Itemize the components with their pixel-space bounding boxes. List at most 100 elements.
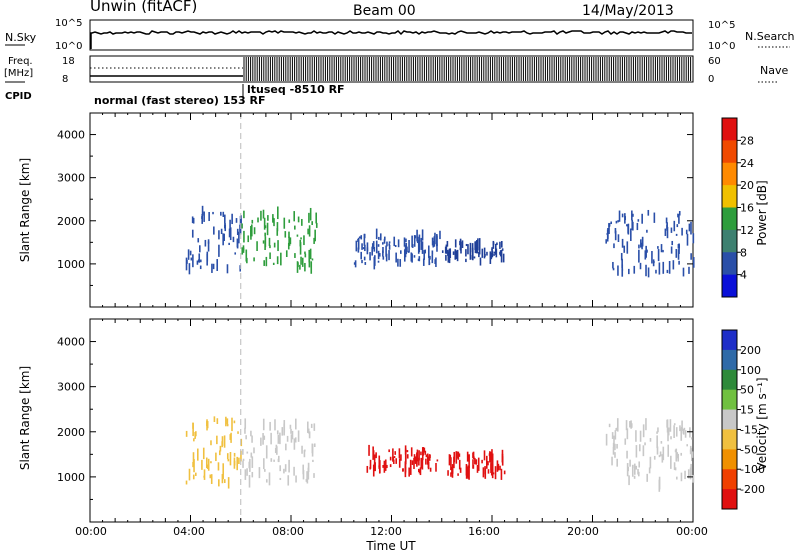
velocity-data-mark <box>194 431 196 439</box>
velocity-colorbar-frame <box>721 329 738 510</box>
velocity-data-mark <box>389 464 392 468</box>
power-data-mark <box>378 253 381 257</box>
velocity-data-mark <box>372 464 375 477</box>
power-axes: 1000 2000 3000 4000 <box>57 113 694 307</box>
velocity-data-mark <box>245 435 247 440</box>
power-data-mark <box>263 217 266 230</box>
power-data-mark <box>416 229 418 242</box>
power-data-mark <box>266 222 269 236</box>
power-data-mark <box>250 225 252 237</box>
velocity-data-mark <box>307 462 310 473</box>
velocity-data-mark <box>192 461 194 468</box>
velocity-data-mark <box>219 445 222 452</box>
velocity-data-mark <box>216 435 218 445</box>
velocity-data-mark <box>295 418 297 430</box>
velocity-data-mark <box>673 462 676 470</box>
power-data-mark <box>423 250 426 260</box>
velocity-ytick-label: 2000 <box>57 426 85 439</box>
velocity-colorbar-tick-label: -15 <box>740 423 758 436</box>
power-data-mark <box>618 210 621 222</box>
power-data-mark <box>189 250 192 256</box>
velocity-data-mark <box>270 432 272 445</box>
velocity-data-mark <box>287 475 290 486</box>
velocity-data-mark <box>313 423 316 431</box>
velocity-data-mark <box>418 450 420 461</box>
power-data-mark <box>473 256 476 259</box>
power-data-mark <box>388 244 391 250</box>
power-data-mark <box>444 246 447 254</box>
velocity-data-mark <box>451 468 454 478</box>
power-data-mark <box>223 233 225 241</box>
velocity-data-mark <box>382 464 384 468</box>
freq-label-line1: Freq. <box>8 56 33 67</box>
power-data-mark <box>208 211 210 222</box>
power-data-mark <box>222 211 225 217</box>
power-data-mark <box>614 230 617 241</box>
power-data-mark <box>264 236 267 248</box>
velocity-data-mark <box>635 445 638 458</box>
velocity-data-mark <box>457 473 459 476</box>
power-data-mark <box>185 257 188 271</box>
nsearch-tick-top: 10^5 <box>708 20 735 31</box>
velocity-data-mark <box>411 460 414 465</box>
power-data-mark <box>226 264 229 274</box>
velocity-colorbar-segment <box>722 429 737 450</box>
velocity-data-mark <box>614 443 616 451</box>
power-data-mark <box>424 249 427 254</box>
power-data-mark <box>224 214 226 224</box>
power-data-mark <box>623 245 626 253</box>
power-data-mark <box>272 262 275 265</box>
velocity-data-mark <box>230 432 232 443</box>
power-data-mark <box>608 222 610 235</box>
power-data-mark <box>670 246 673 254</box>
power-data-mark <box>621 238 624 248</box>
power-data-mark <box>251 219 254 224</box>
velocity-data-mark <box>656 435 658 449</box>
velocity-data-mark <box>240 450 242 462</box>
power-colorbar-segment <box>722 140 737 164</box>
velocity-data-mark <box>248 475 251 488</box>
nsky-tick-bottom: 10^0 <box>55 41 82 52</box>
velocity-data-mark <box>421 459 424 470</box>
velocity-data-mark <box>373 454 376 466</box>
power-data-mark <box>218 244 220 257</box>
power-data-mark <box>666 226 669 239</box>
velocity-data-mark <box>436 459 439 462</box>
nsky-label: N.Sky <box>5 31 37 44</box>
velocity-ylabel: Slant Range [km] <box>18 366 32 470</box>
power-data-mark <box>207 239 210 252</box>
power-data-mark <box>395 252 397 263</box>
power-data-mark <box>294 225 296 230</box>
power-data-mark <box>360 251 363 260</box>
freq-label-line2: [MHz] <box>4 68 33 79</box>
velocity-data-mark <box>240 438 243 447</box>
velocity-data-mark <box>246 451 249 454</box>
power-data-mark <box>276 228 279 236</box>
power-data-mark <box>493 251 496 254</box>
nave-tick-top: 60 <box>708 56 721 67</box>
power-data-mark <box>388 243 391 246</box>
power-data-mark <box>469 242 472 256</box>
velocity-data-mark <box>453 451 456 463</box>
power-data-mark <box>236 228 239 236</box>
power-data-mark <box>296 261 299 273</box>
power-data-mark <box>478 247 481 255</box>
power-data-mark <box>641 236 644 247</box>
power-data-mark <box>186 259 188 264</box>
velocity-data-mark <box>251 456 254 468</box>
velocity-data-mark <box>277 458 280 462</box>
power-data-mark <box>615 220 618 224</box>
velocity-data-mark <box>497 463 500 471</box>
velocity-data-mark <box>226 424 229 427</box>
beam-title: Beam 00 <box>353 3 416 19</box>
power-data-mark <box>428 256 431 266</box>
velocity-data-mark <box>294 437 297 443</box>
velocity-data-mark <box>398 448 401 459</box>
velocity-data-mark <box>637 471 640 477</box>
velocity-colorbar-segment <box>722 449 737 470</box>
power-data-mark <box>363 233 366 246</box>
velocity-panel: 1000 2000 3000 4000 Slant Range [km] <box>18 318 695 523</box>
power-data-mark <box>677 249 680 260</box>
power-data-mark <box>411 253 413 263</box>
power-data-mark <box>363 256 366 261</box>
